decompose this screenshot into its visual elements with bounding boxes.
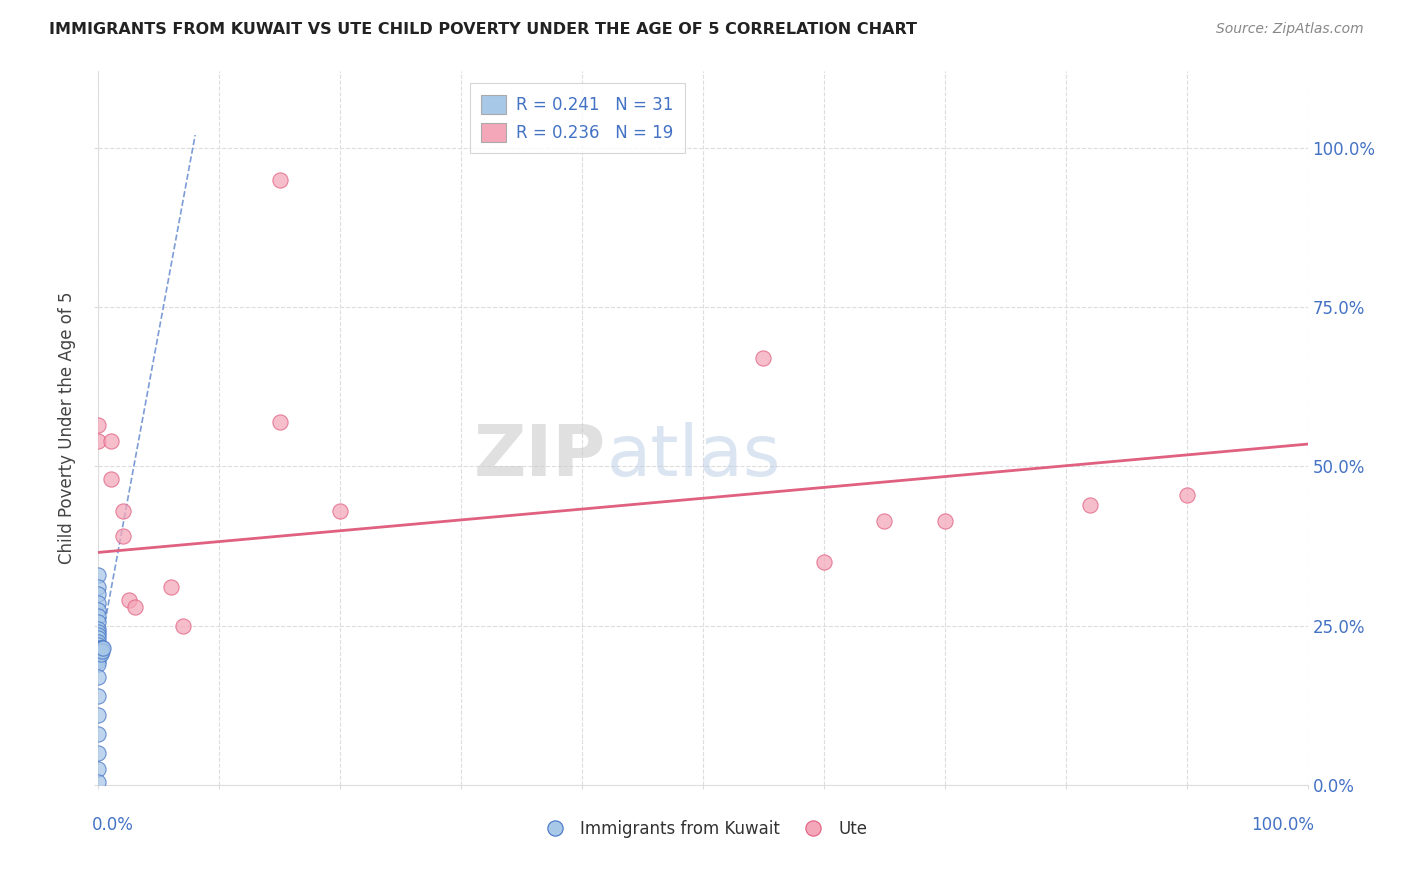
- Point: [752, 351, 775, 365]
- Point: [160, 581, 183, 595]
- Point: [87, 587, 110, 601]
- Legend: Immigrants from Kuwait, Ute: Immigrants from Kuwait, Ute: [531, 814, 875, 845]
- Point: [90, 644, 112, 658]
- Point: [87, 634, 110, 648]
- Point: [87, 622, 110, 636]
- Point: [87, 654, 110, 668]
- Point: [1078, 498, 1101, 512]
- Point: [87, 632, 110, 646]
- Text: 100.0%: 100.0%: [1251, 816, 1315, 834]
- Point: [87, 581, 110, 595]
- Text: ZIP: ZIP: [474, 422, 606, 491]
- Point: [269, 415, 291, 429]
- Point: [91, 644, 114, 658]
- Y-axis label: Child Poverty Under the Age of 5: Child Poverty Under the Age of 5: [58, 292, 76, 565]
- Point: [124, 599, 146, 614]
- Point: [87, 640, 110, 655]
- Point: [87, 657, 110, 671]
- Text: Source: ZipAtlas.com: Source: ZipAtlas.com: [1216, 22, 1364, 37]
- Text: atlas: atlas: [606, 422, 780, 491]
- Point: [87, 774, 110, 789]
- Point: [87, 417, 110, 432]
- Point: [87, 625, 110, 640]
- Point: [91, 640, 114, 655]
- Point: [100, 434, 122, 448]
- Point: [87, 707, 110, 722]
- Point: [111, 504, 134, 518]
- Point: [329, 504, 352, 518]
- Point: [87, 567, 110, 582]
- Point: [100, 472, 122, 486]
- Point: [90, 640, 112, 655]
- Point: [91, 640, 114, 655]
- Point: [87, 434, 110, 448]
- Point: [87, 603, 110, 617]
- Point: [87, 615, 110, 630]
- Text: IMMIGRANTS FROM KUWAIT VS UTE CHILD POVERTY UNDER THE AGE OF 5 CORRELATION CHART: IMMIGRANTS FROM KUWAIT VS UTE CHILD POVE…: [49, 22, 917, 37]
- Point: [269, 172, 291, 186]
- Point: [90, 648, 112, 662]
- Point: [87, 762, 110, 776]
- Point: [934, 514, 956, 528]
- Point: [172, 618, 194, 632]
- Point: [813, 555, 835, 569]
- Point: [87, 596, 110, 610]
- Point: [87, 638, 110, 652]
- Point: [118, 593, 141, 607]
- Point: [1175, 488, 1198, 502]
- Point: [111, 529, 134, 543]
- Point: [87, 628, 110, 642]
- Point: [87, 650, 110, 665]
- Point: [87, 727, 110, 741]
- Point: [87, 609, 110, 624]
- Point: [87, 648, 110, 662]
- Point: [87, 746, 110, 760]
- Point: [87, 689, 110, 703]
- Point: [873, 514, 896, 528]
- Point: [87, 670, 110, 684]
- Text: 0.0%: 0.0%: [91, 816, 134, 834]
